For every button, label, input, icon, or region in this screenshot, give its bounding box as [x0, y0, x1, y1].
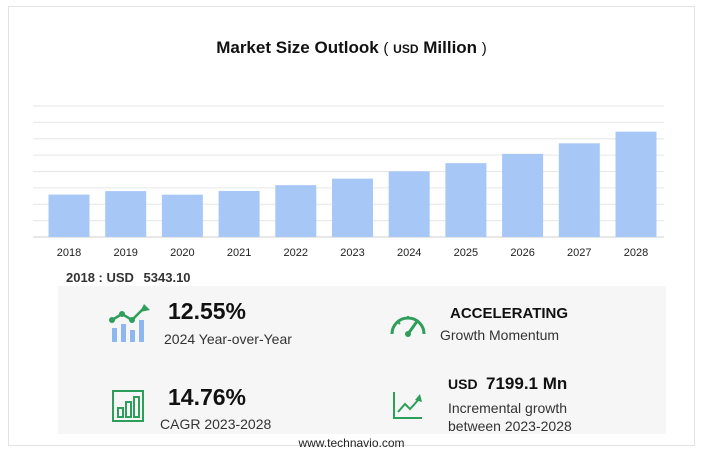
x-tick-label-2020: 2020: [170, 247, 194, 259]
cagr-label: CAGR 2023-2028: [160, 416, 272, 432]
base-year-value: 5343.10: [143, 270, 191, 285]
bar-2023: [332, 178, 373, 237]
incremental-label-line1: Incremental growth: [448, 400, 568, 416]
bar-2027: [558, 143, 600, 237]
momentum-label: Growth Momentum: [440, 327, 560, 343]
title-paren-close: ): [481, 40, 487, 57]
x-tick-label-2019: 2019: [113, 247, 137, 259]
stats-panel: 12.55% 2024 Year-over-Year ACCELERATING …: [58, 286, 666, 434]
incremental-value: 7199.1 Mn: [486, 374, 568, 393]
chart-x-ticks: 2018 2019 2020 2021 2022 2023 2024 2025 2026 2027…: [57, 247, 648, 259]
momentum-value: ACCELERATING: [450, 305, 569, 322]
x-tick-label-2021: 2021: [227, 247, 251, 259]
bar-2024: [388, 171, 430, 237]
base-year-prefix: 2018 : USD: [66, 270, 134, 285]
bar-2025: [445, 163, 487, 237]
title-currency: USD: [393, 42, 419, 56]
x-tick-label-2027: 2027: [567, 247, 591, 259]
trend-line-icon: [393, 392, 422, 419]
growth-chart-icon: [109, 304, 150, 342]
bar-2020: [161, 194, 203, 237]
title-unit: Million: [423, 38, 478, 57]
incremental-currency: USD: [448, 376, 478, 392]
yoy-value: 12.55%: [168, 298, 247, 324]
footer-url[interactable]: www.technavio.com: [298, 436, 405, 450]
x-tick-label-2026: 2026: [510, 247, 534, 259]
yoy-label: 2024 Year-over-Year: [164, 331, 292, 347]
x-tick-label-2028: 2028: [624, 247, 648, 259]
bar-2018: [48, 194, 90, 237]
x-tick-label-2023: 2023: [340, 247, 364, 259]
bar-2021: [218, 190, 260, 237]
incremental-value-line: USD 7199.1 Mn: [448, 374, 567, 394]
incremental-label-line2: between 2023-2028: [448, 418, 572, 434]
x-tick-label-2018: 2018: [57, 247, 81, 259]
cagr-value: 14.76%: [168, 384, 247, 410]
bar-2028: [615, 131, 657, 237]
bar-2026: [502, 153, 544, 237]
chart-bars: [48, 131, 657, 237]
x-tick-label-2022: 2022: [284, 247, 308, 259]
bar-2022: [275, 185, 317, 237]
x-tick-label-2024: 2024: [397, 247, 421, 259]
base-year-label: 2018 : USD 5343.10: [66, 270, 191, 285]
bar-chart: 2018 2019 2020 2021 2022 2023 2024 2025 2026 2027…: [33, 105, 664, 259]
x-tick-label-2025: 2025: [454, 247, 478, 259]
title-text: Market Size Outlook: [216, 38, 379, 57]
bar-chart-icon: [112, 390, 144, 422]
speedometer-icon: [390, 316, 426, 337]
chart-title: Market Size Outlook ( USD Million ): [0, 38, 703, 58]
bar-2019: [105, 191, 147, 237]
title-paren-open: (: [383, 40, 389, 57]
